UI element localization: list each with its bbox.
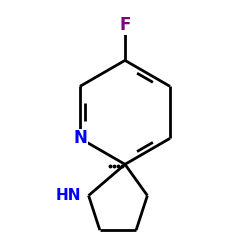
Text: HN: HN xyxy=(56,188,82,203)
Text: N: N xyxy=(73,129,87,147)
Text: F: F xyxy=(119,16,131,34)
